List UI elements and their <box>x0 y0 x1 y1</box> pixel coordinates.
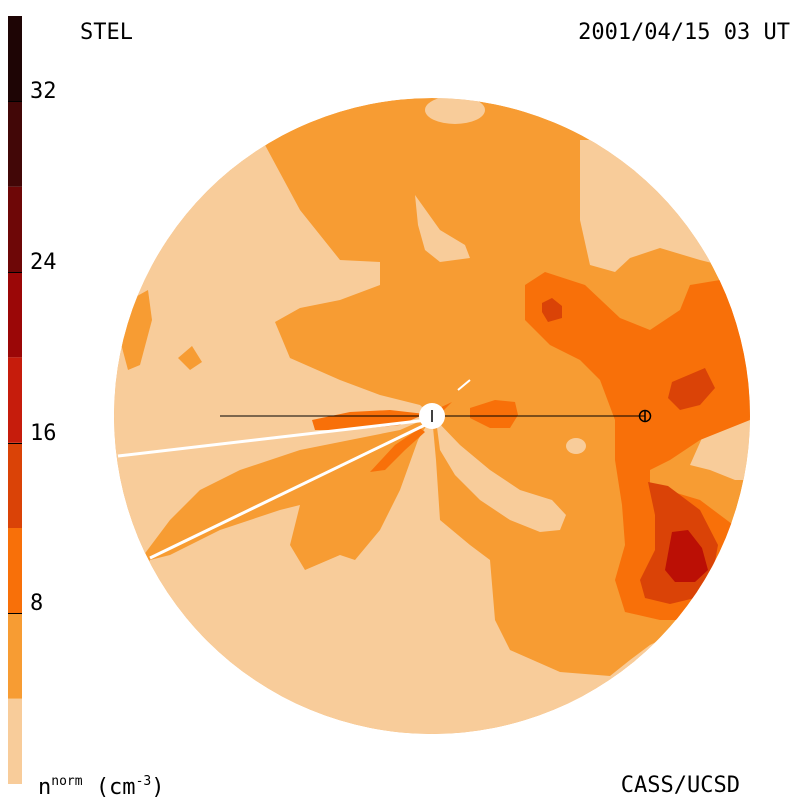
region-light-east-edge <box>690 410 750 480</box>
colorbar-segment <box>8 442 22 528</box>
colorbar-tick-mark <box>8 101 22 103</box>
colorbar-tick-mark <box>8 442 22 444</box>
colorbar-tick-label: 24 <box>30 250 57 275</box>
data-gap-line-lower <box>149 422 428 560</box>
region-light-spot <box>566 438 586 454</box>
region-dark-east <box>668 368 715 410</box>
colorbar-segment <box>8 357 22 443</box>
colorbar-segment <box>8 16 22 102</box>
region-darker-southeast <box>665 530 708 582</box>
colorbar-tick-label: 16 <box>30 420 57 446</box>
solar-disk-map <box>114 98 750 734</box>
colorbar-segment <box>8 272 22 358</box>
data-gap-line-upper <box>117 418 428 458</box>
region-mid-center-east <box>470 400 518 428</box>
colorbar-segment <box>8 528 22 614</box>
unit-base: n <box>38 775 52 800</box>
colorbar-segment <box>8 101 22 187</box>
region-light-south <box>120 416 750 734</box>
data-gap-line-north <box>457 379 471 391</box>
region-light-north-cap <box>425 98 485 124</box>
observatory-label: STEL <box>80 20 133 45</box>
region-dark-northeast <box>542 298 562 322</box>
colorbar-tick-mark <box>8 613 22 615</box>
colorbar-segment <box>8 698 22 784</box>
unit-superscript: norm <box>51 774 83 789</box>
credit-label: CASS/UCSD <box>620 773 740 798</box>
unit-exponent: -3 <box>135 774 152 789</box>
colorbar-tick-mark <box>8 272 22 273</box>
colorbar-tick-label: 32 <box>30 79 57 105</box>
region-light-orange-west-blob <box>178 346 202 370</box>
timestamp-label: 2001/04/15 03 UT <box>578 20 790 45</box>
colorbar-tick-label: 8 <box>30 591 44 617</box>
region-light-north-tongue <box>415 195 470 262</box>
region-light-west <box>114 120 432 734</box>
earth-symbol-icon <box>638 409 652 423</box>
colorbar <box>8 16 22 784</box>
colorbar-segment <box>8 186 22 272</box>
unit-label: nnorm (cm-3) <box>38 775 164 799</box>
region-light-southcenter <box>436 420 566 532</box>
unit-rest: (cm <box>95 775 136 800</box>
unit-close: ) <box>151 775 165 800</box>
colorbar-segment <box>8 613 22 699</box>
region-mid-southwest-ray <box>370 428 425 472</box>
